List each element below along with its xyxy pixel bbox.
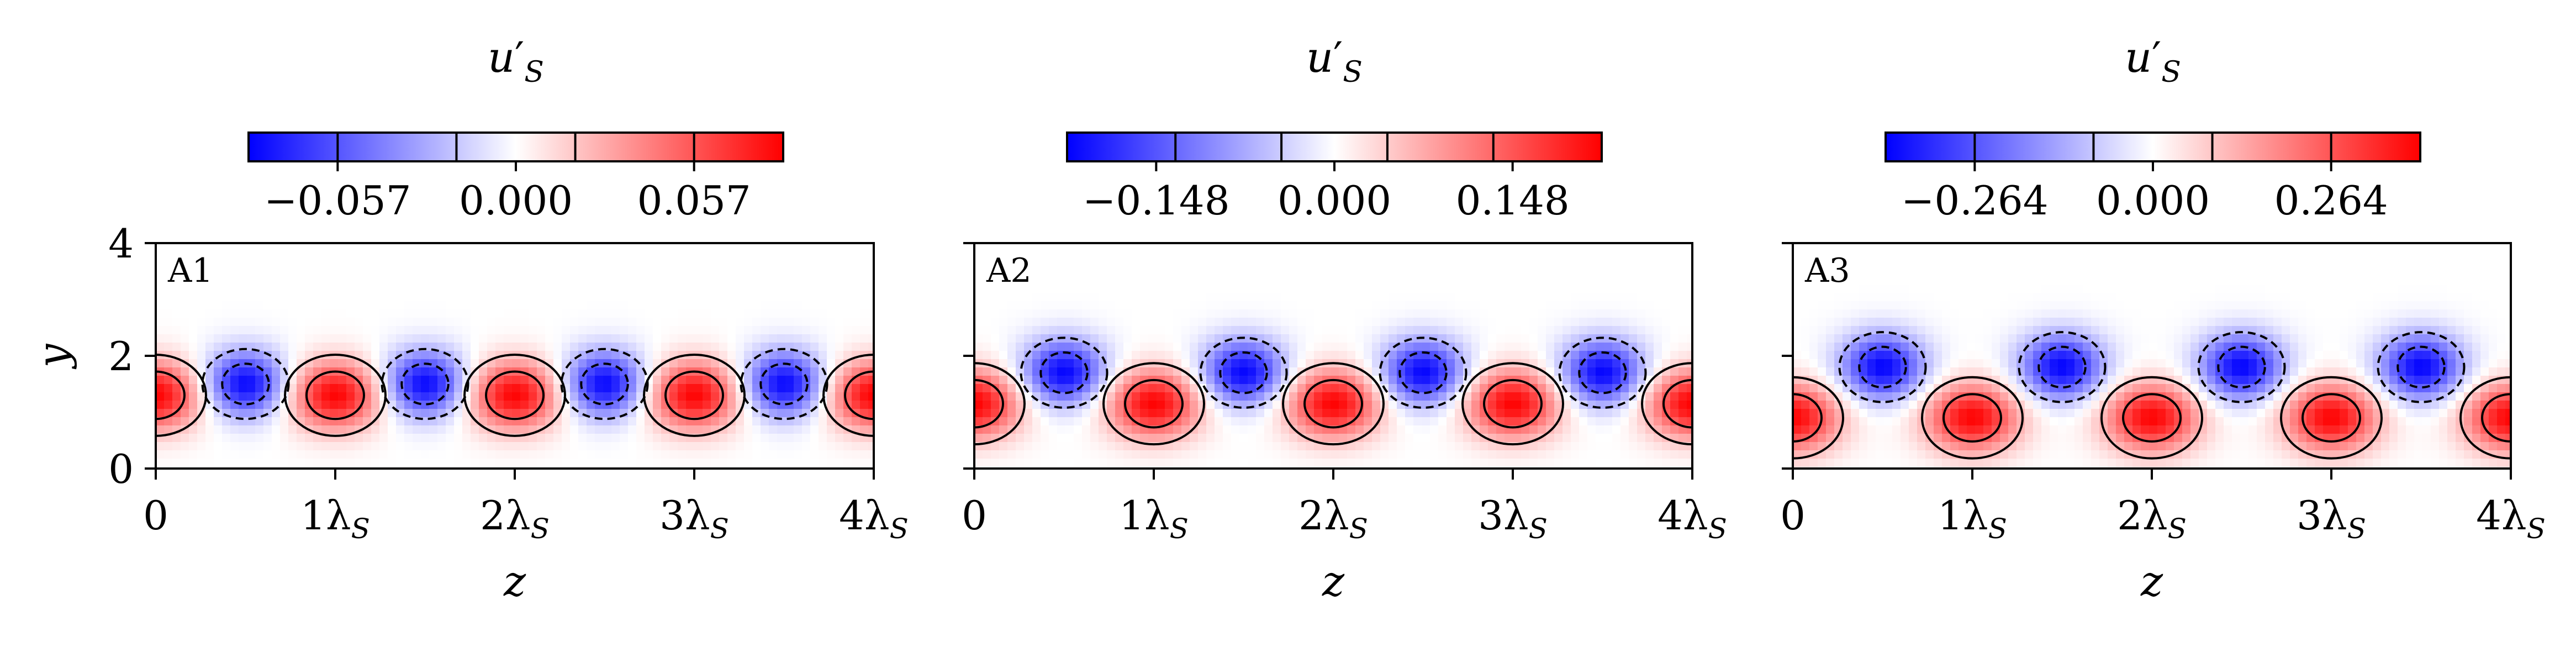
colorbar-tick-label: 0.000: [1278, 177, 1391, 224]
colorbar-gradient: [1885, 131, 2421, 162]
x-tick-label: 2λS: [2117, 492, 2187, 545]
x-tick-label: 3λS: [659, 492, 729, 545]
colorbar-tick-label: 0.000: [2096, 177, 2210, 224]
colorbar-tick-label: −0.264: [1901, 177, 2048, 224]
colorbar-tick-label: −0.057: [264, 177, 411, 224]
x-tick-label: 3λS: [2297, 492, 2366, 545]
y-axis-label: y: [28, 343, 77, 369]
colorbar-tick-label: 0.057: [637, 177, 751, 224]
contour-lines: [156, 348, 874, 437]
colorbar: −0.264 0.000 0.264 u′S: [1885, 33, 2421, 224]
panel-label: A2: [986, 251, 1032, 290]
colorbar-tick-label: −0.148: [1083, 177, 1229, 224]
colorbar-label: u′S: [2125, 33, 2181, 89]
colorbar-label: u′S: [1306, 33, 1363, 89]
panel-label: A3: [1804, 251, 1850, 290]
x-tick-label: 1λS: [1119, 492, 1189, 545]
x-tick-label: 1λS: [1938, 492, 2007, 545]
x-tick-label: 0: [1780, 492, 1806, 539]
heatmap-field: [1793, 243, 2511, 469]
y-tick-label: 0: [108, 446, 134, 492]
heatmap-field: [156, 243, 874, 469]
x-axis-label: z: [2140, 556, 2163, 606]
colorbar-tick-label: 0.264: [2274, 177, 2388, 224]
colorbar-gradient: [1066, 131, 1603, 162]
x-tick-label: 4λS: [2476, 492, 2546, 545]
x-tick-label: 1λS: [300, 492, 370, 545]
x-tick-label: 4λS: [839, 492, 909, 545]
colorbar-tick-label: 0.148: [1456, 177, 1570, 224]
contour-lines: [1793, 331, 2511, 460]
colorbar-label: u′S: [488, 33, 544, 89]
x-tick-label: 2λS: [1298, 492, 1368, 545]
colorbar: −0.148 0.000 0.148 u′S: [1066, 33, 1603, 224]
x-tick-label: 3λS: [1478, 492, 1548, 545]
x-tick-label: 0: [962, 492, 987, 539]
panel-a2: A2 0 1λS 2λS 3λS 4λS z −0.148 0.000 0.148 u′S: [962, 33, 1727, 606]
x-tick-label: 0: [143, 492, 168, 539]
heatmap-field: [974, 243, 1692, 469]
x-tick-label: 2λS: [480, 492, 550, 545]
colorbar: −0.057 0.000 0.057 u′S: [247, 33, 784, 224]
colorbar-tick-label: 0.000: [459, 177, 573, 224]
x-axis-label: z: [1322, 556, 1345, 606]
y-tick-label: 2: [108, 333, 134, 380]
panel-a1: A1 0 1λS 2λS 3λS 4λS 0 2 4 z y −0.057 0.000 0.057 u′S: [28, 33, 909, 606]
x-tick-label: 4λS: [1657, 492, 1727, 545]
contour-lines: [974, 336, 1692, 446]
colorbar-gradient: [247, 131, 784, 162]
x-axis-label: z: [503, 556, 526, 606]
y-tick-label: 4: [108, 220, 134, 267]
panel-label: A1: [167, 251, 213, 290]
panel-a3: A3 0 1λS 2λS 3λS 4λS z −0.264 0.000 0.264 u′S: [1780, 33, 2546, 606]
